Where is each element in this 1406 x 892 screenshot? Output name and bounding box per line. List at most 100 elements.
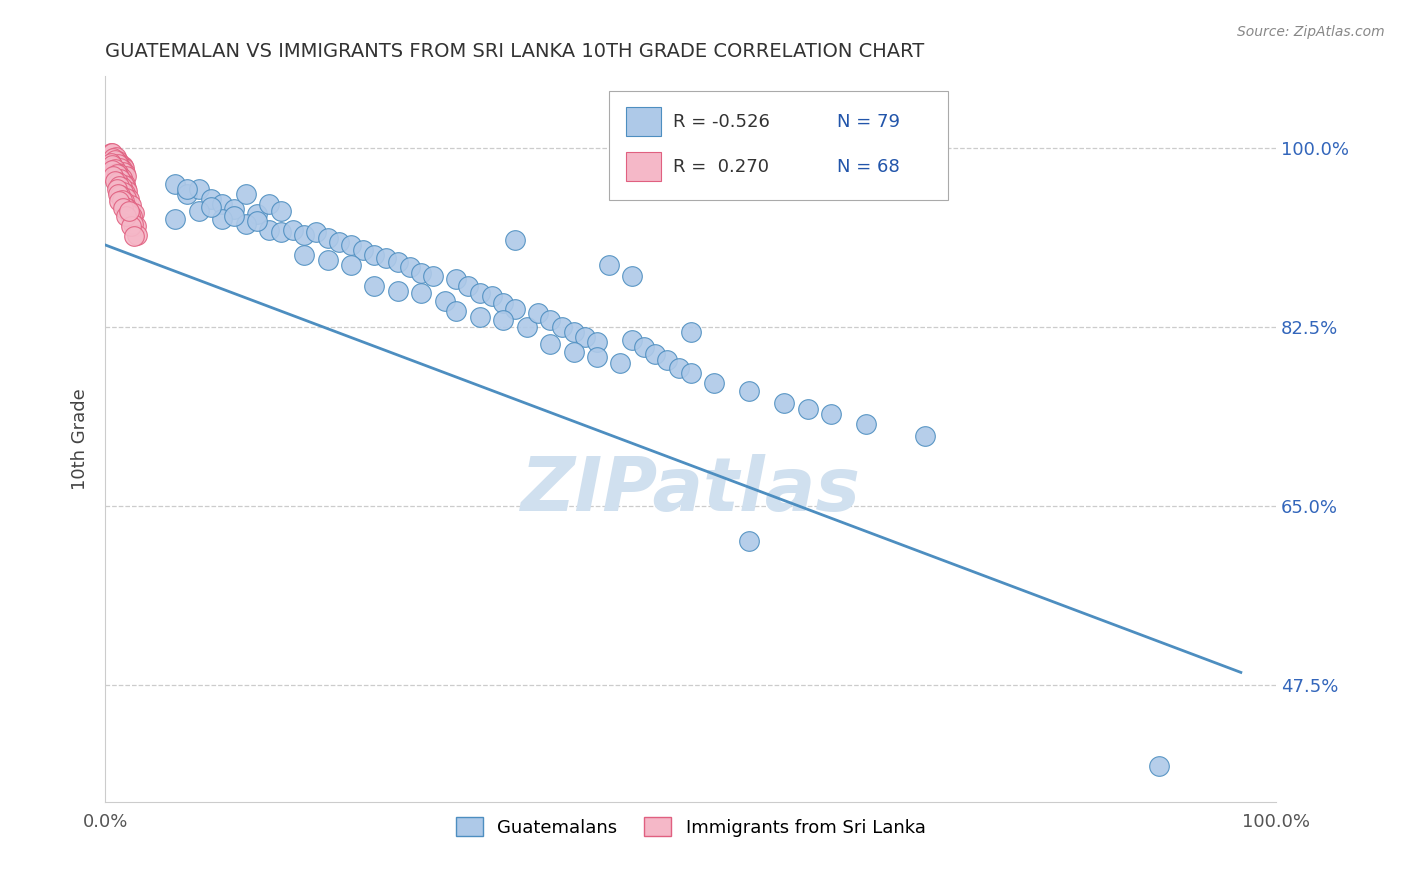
Point (398, 260, 420, 275)
Point (110, 161, 132, 176)
Point (200, 192, 222, 206)
Point (115, 180, 138, 194)
Point (621, 268, 644, 283)
Text: N = 79: N = 79 (837, 113, 900, 131)
Point (446, 304, 468, 318)
Point (375, 251, 398, 265)
Point (115, 209, 138, 223)
Point (105, 153, 128, 167)
Point (114, 177, 136, 191)
Legend: Guatemalans, Immigrants from Sri Lanka: Guatemalans, Immigrants from Sri Lanka (449, 810, 932, 844)
Point (316, 231, 339, 245)
Point (796, 401, 818, 416)
Point (103, 169, 125, 184)
Point (107, 157, 129, 171)
Text: ZIPatlas: ZIPatlas (520, 453, 860, 526)
Point (165, 177, 187, 191)
Point (457, 278, 479, 293)
Point (211, 212, 233, 227)
Point (104, 150, 127, 164)
Point (101, 145, 124, 160)
Point (103, 151, 125, 165)
Point (110, 187, 132, 202)
Point (914, 429, 936, 443)
Bar (626, 107, 661, 136)
Point (222, 209, 245, 223)
Point (120, 198, 142, 212)
Point (235, 186, 257, 201)
Point (211, 197, 233, 211)
Point (110, 171, 132, 186)
Point (363, 278, 385, 293)
Point (246, 207, 269, 221)
Point (176, 182, 198, 196)
Text: Source: ZipAtlas.com: Source: ZipAtlas.com (1237, 25, 1385, 39)
Point (100, 156, 122, 170)
Point (110, 172, 132, 186)
Point (110, 157, 132, 171)
Point (257, 222, 280, 236)
Point (574, 330, 596, 344)
Point (562, 325, 585, 339)
Point (107, 166, 129, 180)
Point (101, 163, 124, 178)
Point (222, 202, 245, 216)
Point (422, 268, 444, 283)
Point (117, 184, 139, 198)
Point (108, 158, 131, 172)
Point (124, 206, 146, 220)
Point (120, 219, 142, 233)
Point (103, 162, 125, 177)
Point (433, 294, 456, 309)
Point (187, 204, 209, 219)
Point (104, 164, 127, 178)
Point (446, 271, 468, 285)
Point (551, 319, 574, 334)
Point (621, 333, 644, 347)
Point (176, 186, 198, 201)
Point (105, 167, 128, 181)
Point (118, 208, 141, 222)
Point (586, 335, 609, 350)
Point (679, 325, 702, 339)
Point (111, 165, 134, 179)
Point (200, 200, 222, 214)
Point (527, 306, 550, 320)
Point (562, 345, 585, 359)
Point (117, 204, 139, 219)
Point (111, 201, 134, 215)
Point (117, 201, 139, 215)
Point (121, 209, 143, 223)
Point (124, 219, 146, 233)
Point (598, 259, 620, 273)
Point (820, 407, 842, 421)
Point (110, 162, 132, 177)
Point (112, 178, 135, 192)
Text: N = 68: N = 68 (837, 158, 900, 176)
Text: R =  0.270: R = 0.270 (673, 158, 769, 176)
Text: GUATEMALAN VS IMMIGRANTS FROM SRI LANKA 10TH GRADE CORRELATION CHART: GUATEMALAN VS IMMIGRANTS FROM SRI LANKA … (105, 42, 925, 61)
Point (657, 353, 679, 368)
Point (246, 214, 269, 228)
Point (328, 235, 350, 249)
Point (101, 158, 124, 172)
Point (679, 366, 702, 380)
Point (492, 296, 515, 310)
Point (105, 182, 128, 196)
Point (104, 166, 127, 180)
Point (108, 169, 131, 183)
Point (468, 285, 491, 300)
Point (111, 173, 134, 187)
Point (411, 285, 433, 300)
Point (481, 289, 503, 303)
Point (586, 351, 609, 365)
Point (114, 166, 136, 180)
Point (292, 227, 315, 242)
Point (340, 238, 363, 252)
Point (114, 200, 136, 214)
Point (103, 151, 125, 165)
Point (257, 197, 280, 211)
Point (108, 170, 131, 185)
Point (387, 255, 409, 269)
Point (609, 355, 631, 369)
